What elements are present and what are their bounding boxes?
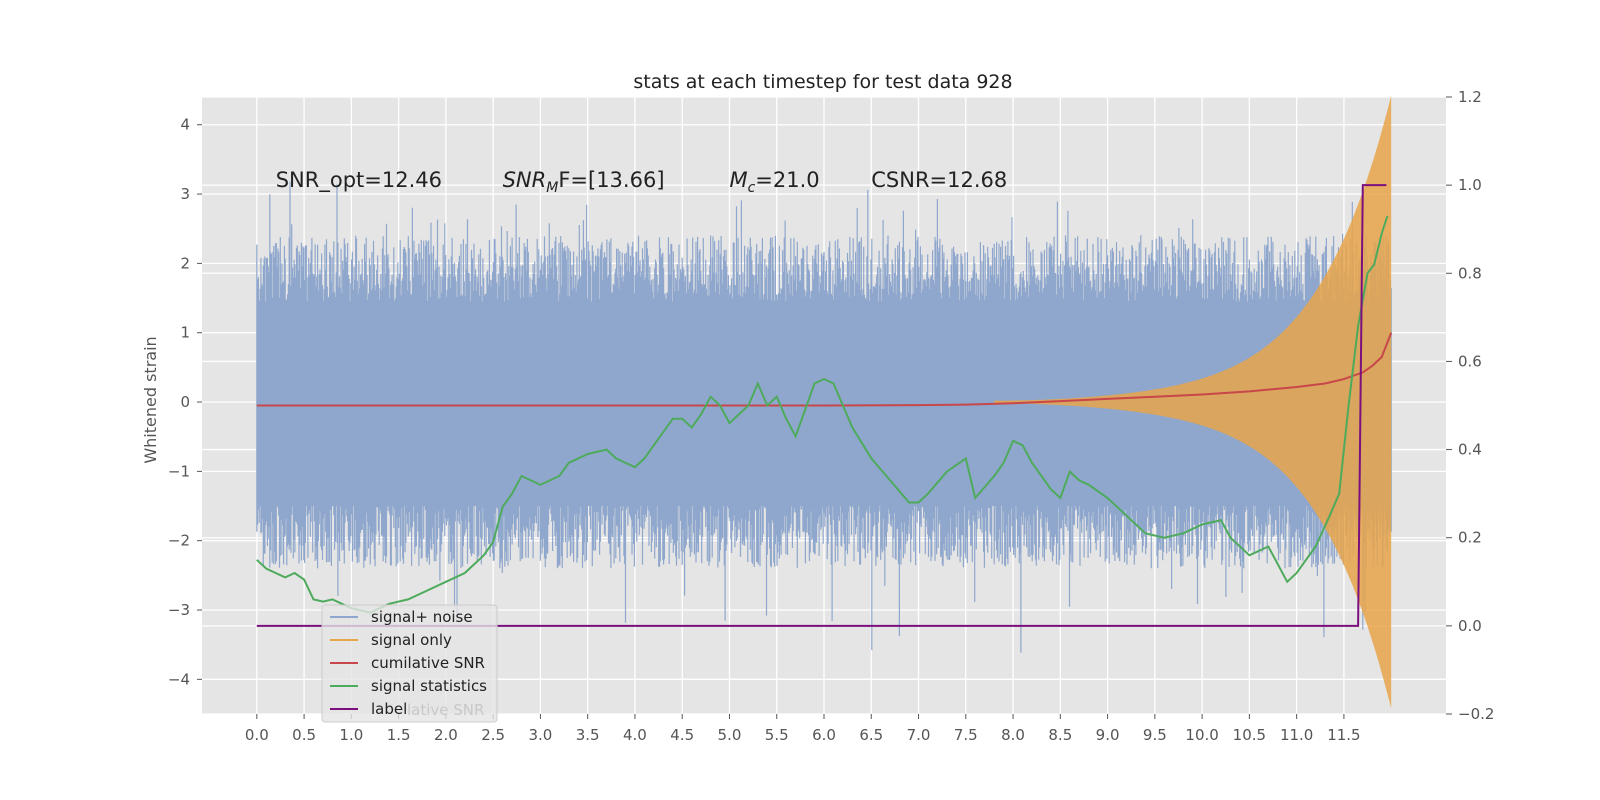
- y-tick-label: 3: [180, 185, 190, 203]
- x-tick-label: 9.5: [1143, 726, 1167, 744]
- label-line: [256, 184, 1387, 627]
- y-tick-label: 4: [180, 116, 190, 134]
- annotation: SNRMF=[13.66]: [503, 168, 665, 196]
- legend-overlap-text: lative SNR: [407, 701, 484, 719]
- y2-tick-label: 1.2: [1458, 88, 1482, 106]
- y-tick-label: −3: [168, 601, 190, 619]
- x-tick-label: 10.0: [1185, 726, 1218, 744]
- y-tick-label: −2: [168, 532, 190, 550]
- y-axis-label: Whitened strain: [141, 336, 160, 463]
- x-tick-label: 0.5: [292, 726, 316, 744]
- y-axis: 4 3 2 1 0 −1 −2 −3 −4: [168, 116, 202, 688]
- x-tick-label: 10.5: [1233, 726, 1266, 744]
- x-tick-label: 3.5: [576, 726, 600, 744]
- chart-title: stats at each timestep for test data 928: [633, 71, 1012, 93]
- x-tick-label: 6.5: [859, 726, 883, 744]
- line-series: [256, 184, 1393, 627]
- annotation: Mc=21.0: [729, 168, 819, 196]
- y2-tick-label: 0.2: [1458, 529, 1482, 547]
- y2-tick-label: 0.8: [1458, 264, 1482, 282]
- x-tick-label: 7.0: [907, 726, 931, 744]
- annotations: SNR_opt=12.46 SNRMF=[13.66] Mc=21.0 CSNR=12…: [276, 168, 1008, 196]
- y-tick-label: 0: [180, 393, 190, 411]
- legend-box: [321, 604, 498, 723]
- y2-tick-label: 1.0: [1458, 176, 1482, 194]
- x-tick-label: 1.0: [339, 726, 363, 744]
- x-tick-label: 0.0: [245, 726, 269, 744]
- x-tick-label: 9.0: [1096, 726, 1120, 744]
- y2-axis: 1.2 1.0 0.8 0.6 0.4 0.2 0.0 −0.2: [1446, 88, 1494, 723]
- y2-tick-label: 0.6: [1458, 352, 1482, 370]
- y-tick-label: −4: [168, 670, 190, 688]
- x-tick-label: 7.5: [954, 726, 978, 744]
- x-tick-label: 8.0: [1001, 726, 1025, 744]
- x-tick-label: 5.5: [765, 726, 789, 744]
- x-tick-label: 2.0: [434, 726, 458, 744]
- x-tick-label: 4.0: [623, 726, 647, 744]
- legend-label: signal only: [371, 631, 452, 649]
- x-tick-label: 1.5: [387, 726, 411, 744]
- annotation: CSNR=12.68: [871, 168, 1007, 192]
- annotation: SNR_opt=12.46: [276, 168, 442, 193]
- cumilative-snr-line: [256, 332, 1393, 407]
- legend-label: cumilative SNR: [371, 654, 485, 672]
- legend-label: signal+ noise: [371, 608, 473, 626]
- legend-label: label: [371, 700, 407, 718]
- y-tick-label: −1: [168, 462, 190, 480]
- y2-tick-label: 0.0: [1458, 617, 1482, 635]
- signal-only-series: [994, 95, 1392, 709]
- y-tick-label: 2: [180, 254, 190, 272]
- x-tick-label: 2.5: [481, 726, 505, 744]
- legend-label: signal statistics: [371, 677, 487, 695]
- x-tick-label: 4.5: [670, 726, 694, 744]
- x-axis: 0.0 0.5 1.0 1.5 2.0 2.5 3.0 3.5 4.0 4.5 5.0 5.5 6.0 6…: [245, 714, 1361, 744]
- signal-only-envelope: [994, 95, 1392, 709]
- x-tick-label: 3.0: [528, 726, 552, 744]
- x-tick-label: 11.5: [1327, 726, 1360, 744]
- legend: lative SNR signal+ noise signal only cumila…: [321, 604, 498, 723]
- x-tick-label: 8.5: [1048, 726, 1072, 744]
- y2-tick-label: −0.2: [1458, 705, 1494, 723]
- y-tick-label: 1: [180, 324, 190, 342]
- x-tick-label: 11.0: [1280, 726, 1313, 744]
- y2-tick-label: 0.4: [1458, 441, 1482, 459]
- x-tick-label: 6.0: [812, 726, 836, 744]
- x-tick-label: 5.0: [718, 726, 742, 744]
- signal-statistics-line: [256, 215, 1389, 614]
